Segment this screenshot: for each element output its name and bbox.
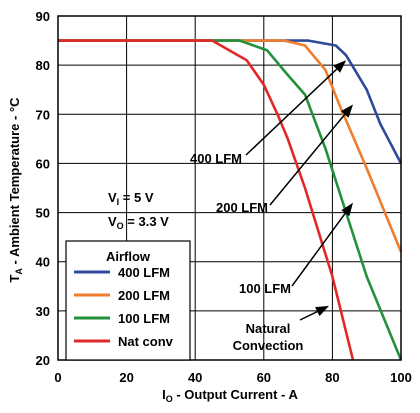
legend-label: 200 LFM bbox=[118, 288, 170, 303]
series-line-400-lfm bbox=[58, 39, 403, 165]
annotation-400lfm: 400 LFM bbox=[190, 151, 242, 166]
annotation-200lfm: 200 LFM bbox=[216, 200, 268, 215]
annotation-convection: Convection bbox=[233, 338, 304, 353]
series-lines bbox=[58, 39, 403, 361]
legend-label: Nat conv bbox=[118, 334, 174, 349]
legend-label: 400 LFM bbox=[118, 265, 170, 280]
y-tick-label: 20 bbox=[36, 353, 50, 368]
legend-label: 100 LFM bbox=[118, 311, 170, 326]
x-tick-label: 80 bbox=[325, 370, 339, 385]
tick-labels: 0 20 40 60 80 100 20 30 40 50 60 70 80 90 bbox=[36, 9, 412, 385]
arrow-head bbox=[340, 104, 353, 118]
y-axis-title: TA - Ambient Temperature - °C bbox=[7, 97, 24, 283]
y-tick-label: 30 bbox=[36, 304, 50, 319]
x-axis-title: IO - Output Current - A bbox=[162, 387, 298, 404]
series-line-nat-conv bbox=[58, 39, 355, 361]
vi-condition: VI = 5 V bbox=[108, 190, 154, 207]
annotation-arrows bbox=[245, 60, 353, 321]
x-tick-label: 100 bbox=[390, 370, 412, 385]
arrow-head bbox=[333, 60, 347, 73]
annotation-natural: Natural bbox=[246, 321, 291, 336]
y-tick-label: 70 bbox=[36, 107, 50, 122]
y-tick-label: 80 bbox=[36, 58, 50, 73]
arrow-shaft bbox=[299, 310, 318, 321]
grid bbox=[58, 16, 401, 360]
arrow-head bbox=[315, 305, 329, 317]
arrow-shaft bbox=[291, 212, 346, 287]
plot-frame bbox=[57, 15, 402, 361]
x-tick-label: 20 bbox=[119, 370, 133, 385]
vo-condition: VO = 3.3 V bbox=[108, 214, 169, 231]
x-tick-label: 40 bbox=[188, 370, 202, 385]
x-tick-label: 0 bbox=[54, 370, 61, 385]
arrow-shaft bbox=[269, 114, 346, 206]
legend-title: Airflow bbox=[106, 249, 151, 264]
legend: Airflow 400 LFM 200 LFM 100 LFM Nat conv bbox=[65, 240, 191, 361]
series-line-200-lfm bbox=[58, 39, 403, 253]
arrow-shaft bbox=[245, 68, 338, 156]
x-tick-label: 60 bbox=[257, 370, 271, 385]
legend-items: 400 LFM 200 LFM 100 LFM Nat conv bbox=[74, 265, 174, 349]
y-tick-label: 40 bbox=[36, 255, 50, 270]
y-tick-label: 50 bbox=[36, 206, 50, 221]
arrow-head bbox=[341, 202, 353, 217]
y-tick-label: 60 bbox=[36, 156, 50, 171]
series-line-100-lfm bbox=[58, 39, 403, 361]
annotation-100lfm: 100 LFM bbox=[239, 281, 291, 296]
y-tick-label: 90 bbox=[36, 9, 50, 24]
